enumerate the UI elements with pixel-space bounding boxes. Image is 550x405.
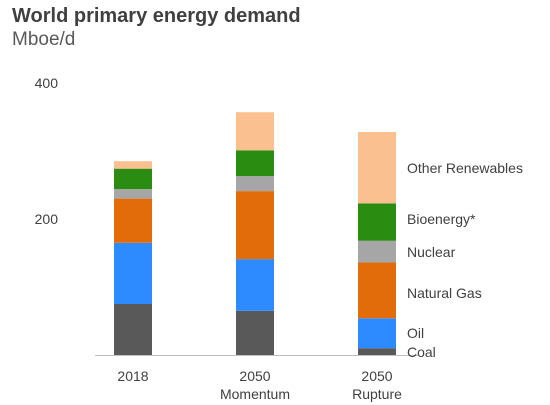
bar-segment-bioenergy bbox=[358, 203, 396, 241]
x-category-label: 2050 bbox=[239, 368, 270, 384]
bar-segment-oil bbox=[236, 259, 274, 311]
bar-segment-other-renewables bbox=[358, 131, 396, 204]
legend-label: Coal bbox=[407, 344, 436, 360]
bar-segment-oil bbox=[358, 318, 396, 349]
x-category-label: Rupture bbox=[352, 386, 402, 402]
bar-segment-nuclear bbox=[114, 189, 152, 199]
bar-segment-oil bbox=[114, 242, 152, 304]
bar-segment-coal bbox=[114, 304, 152, 355]
y-tick-label: 400 bbox=[35, 75, 59, 91]
bar-segment-nuclear bbox=[236, 176, 274, 192]
legend-label: Nuclear bbox=[407, 244, 456, 260]
x-category-label: Momentum bbox=[220, 386, 290, 402]
y-tick-label: 200 bbox=[35, 211, 59, 227]
bar-segment-coal bbox=[236, 310, 274, 355]
chart-title: World primary energy demand bbox=[12, 5, 301, 27]
bar-segment-other-renewables bbox=[114, 161, 152, 169]
legend-label: Other Renewables bbox=[407, 160, 523, 176]
bar-segment-bioenergy bbox=[236, 150, 274, 177]
chart-subtitle: Mboe/d bbox=[12, 29, 76, 50]
x-category-label: 2050 bbox=[361, 368, 392, 384]
bar-segment-nuclear bbox=[358, 240, 396, 263]
legend-label: Oil bbox=[407, 325, 424, 341]
bar-segment-bioenergy bbox=[114, 168, 152, 190]
bar-segment-natural-gas bbox=[114, 198, 152, 243]
legend-label: Bioenergy* bbox=[407, 211, 476, 227]
x-category-label: 2018 bbox=[117, 368, 148, 384]
bar-segment-natural-gas bbox=[358, 262, 396, 319]
bar-segment-natural-gas bbox=[236, 191, 274, 260]
bar-segment-coal bbox=[358, 348, 396, 355]
bar-segment-other-renewables bbox=[236, 112, 274, 151]
legend-label: Natural Gas bbox=[407, 285, 482, 301]
